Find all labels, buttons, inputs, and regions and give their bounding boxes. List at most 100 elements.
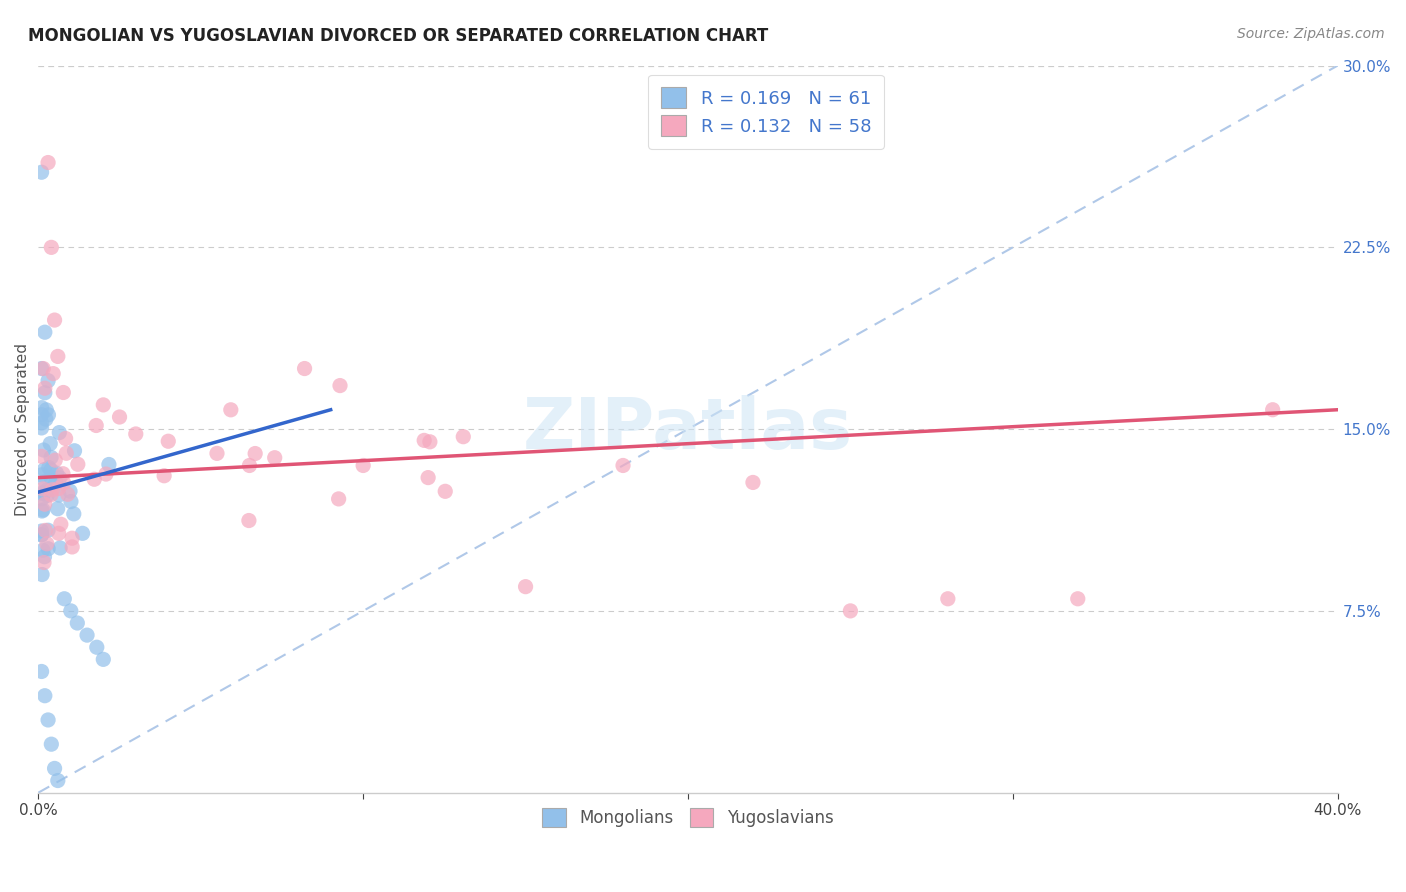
Point (352, 458, 374, 473)
Point (53, 591, 76, 606)
Text: Source: ZipAtlas.com: Source: ZipAtlas.com (1237, 27, 1385, 41)
Point (35, 483, 58, 497)
Point (39, 450, 62, 465)
Text: ZIPatlas: ZIPatlas (523, 394, 853, 464)
Point (45, 466, 67, 480)
Point (34, 497, 56, 511)
Point (34, 689, 56, 703)
Point (31, 416, 53, 430)
Point (62, 507, 84, 521)
Point (238, 458, 260, 473)
Point (86, 640, 108, 655)
Point (34, 463, 56, 477)
Point (413, 434, 436, 448)
Point (329, 378, 352, 392)
Point (39, 463, 62, 477)
Point (39, 436, 62, 450)
Point (34, 385, 56, 400)
Point (55, 446, 77, 460)
Point (1067, 591, 1090, 606)
Point (416, 470, 439, 484)
Point (35, 402, 58, 417)
Point (35, 488, 58, 502)
Point (41, 483, 63, 497)
Point (328, 491, 350, 506)
Point (125, 427, 148, 442)
Point (32, 361, 55, 376)
Y-axis label: Divorced or Separated: Divorced or Separated (15, 343, 30, 516)
Point (56, 487, 79, 501)
Point (91, 398, 114, 412)
Point (37, 713, 59, 727)
Point (72, 526, 94, 541)
Point (52, 467, 75, 481)
Point (434, 484, 457, 499)
Point (66, 457, 89, 471)
Point (49, 517, 72, 532)
Point (34, 524, 56, 538)
Point (46, 350, 69, 364)
Point (31, 408, 53, 422)
Point (157, 434, 180, 449)
Point (612, 458, 634, 473)
Point (66, 615, 89, 630)
Point (31, 401, 53, 415)
Point (453, 430, 475, 444)
Point (31, 486, 53, 500)
Point (839, 604, 862, 618)
Point (39, 471, 62, 485)
Point (243, 446, 266, 460)
Point (52, 385, 75, 400)
Point (48, 425, 70, 440)
Point (34, 549, 56, 564)
Point (41, 737, 63, 751)
Point (59, 484, 82, 499)
Point (83, 472, 105, 486)
Point (31, 567, 53, 582)
Point (34, 475, 56, 489)
Point (1261, 402, 1284, 417)
Point (32, 443, 55, 458)
Point (32, 543, 55, 558)
Point (31, 467, 53, 482)
Point (37, 155, 59, 169)
Point (44, 761, 66, 775)
Point (263, 450, 285, 465)
Point (238, 514, 260, 528)
Point (46, 773, 69, 788)
Point (42, 367, 65, 381)
Point (419, 434, 441, 449)
Point (48, 482, 70, 496)
Point (32, 556, 55, 570)
Point (76, 628, 98, 642)
Point (31, 450, 53, 464)
Point (59, 494, 82, 508)
Point (31, 504, 53, 518)
Point (108, 409, 131, 424)
Point (37, 541, 59, 556)
Point (41, 240, 63, 254)
Point (48, 526, 70, 541)
Point (34, 325, 56, 339)
Point (48, 471, 70, 485)
Point (31, 361, 53, 376)
Point (60, 531, 83, 545)
Point (31, 524, 53, 538)
Point (35, 412, 58, 426)
Point (32, 482, 55, 496)
Point (97, 458, 120, 472)
Point (63, 443, 86, 458)
Point (31, 165, 53, 179)
Point (31, 665, 53, 679)
Point (37, 374, 59, 388)
Point (294, 361, 316, 376)
Point (31, 528, 53, 542)
Point (46, 501, 69, 516)
Point (49, 541, 72, 555)
Point (32, 486, 55, 500)
Point (31, 421, 53, 435)
Point (35, 537, 58, 551)
Point (39, 488, 62, 502)
Point (38, 460, 60, 475)
Point (219, 402, 242, 417)
